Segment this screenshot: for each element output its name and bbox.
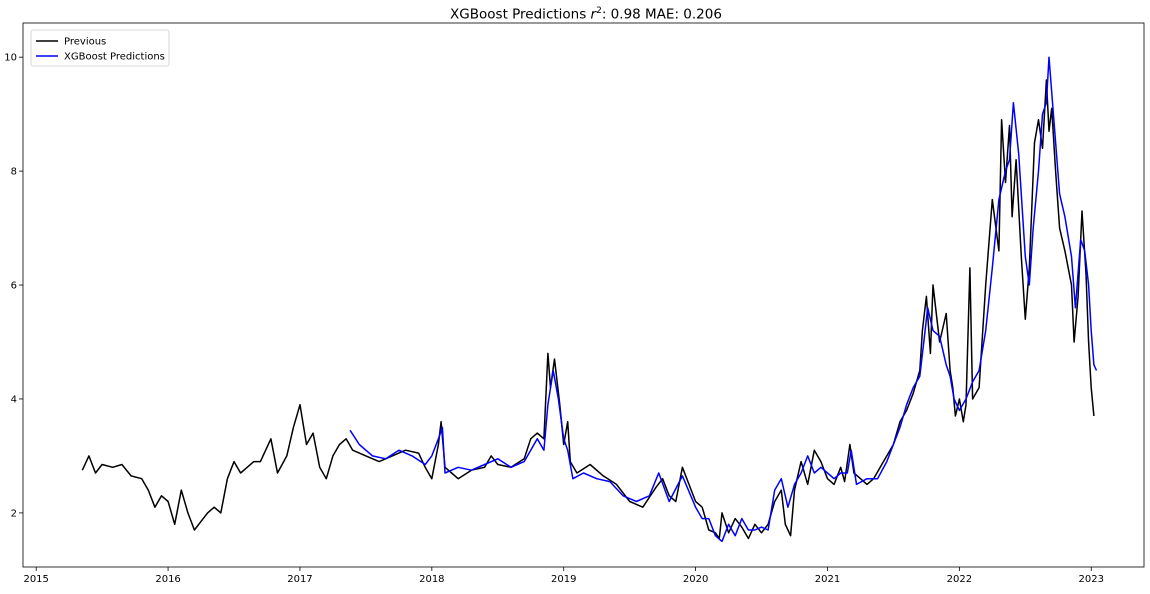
x-tick-label: 2017 xyxy=(287,574,312,585)
x-tick-label: 2015 xyxy=(23,574,48,585)
y-tick-label: 2 xyxy=(11,508,17,519)
title-prefix: XGBoost Predictions xyxy=(450,6,591,23)
legend-label-xgboost: XGBoost Predictions xyxy=(64,52,165,63)
title-sup: 2 xyxy=(596,6,602,16)
y-tick-label: 6 xyxy=(11,281,17,292)
x-tick-label: 2018 xyxy=(419,574,444,585)
x-tick-label: 2019 xyxy=(551,574,576,585)
series-lines xyxy=(81,56,1098,543)
series-line-previous xyxy=(81,79,1095,540)
x-tick-label: 2020 xyxy=(683,574,708,585)
legend: Previous XGBoost Predictions xyxy=(30,29,170,67)
chart-title: XGBoost Predictions r2: 0.98 MAE: 0.206 xyxy=(0,6,1150,23)
x-tick-label: 2021 xyxy=(815,574,840,585)
plot-area xyxy=(22,22,1145,568)
title-r: r xyxy=(590,6,597,23)
x-tick-label: 2016 xyxy=(155,574,180,585)
x-tick-label: 2022 xyxy=(947,574,972,585)
legend-label-previous: Previous xyxy=(64,37,106,48)
y-tick-label: 8 xyxy=(11,167,17,178)
x-tick-label: 2023 xyxy=(1079,574,1104,585)
y-tick-label: 4 xyxy=(11,394,17,405)
legend-box xyxy=(30,29,170,67)
title-suffix: : 0.98 MAE: 0.206 xyxy=(601,6,722,23)
x-axis: 2015 2016 2017 2018 2019 2020 2021 2022 2023 xyxy=(23,567,1104,585)
y-axis: 2 4 6 8 10 xyxy=(4,53,23,519)
series-line-xgboost xyxy=(349,56,1098,543)
y-tick-label: 10 xyxy=(4,53,17,64)
